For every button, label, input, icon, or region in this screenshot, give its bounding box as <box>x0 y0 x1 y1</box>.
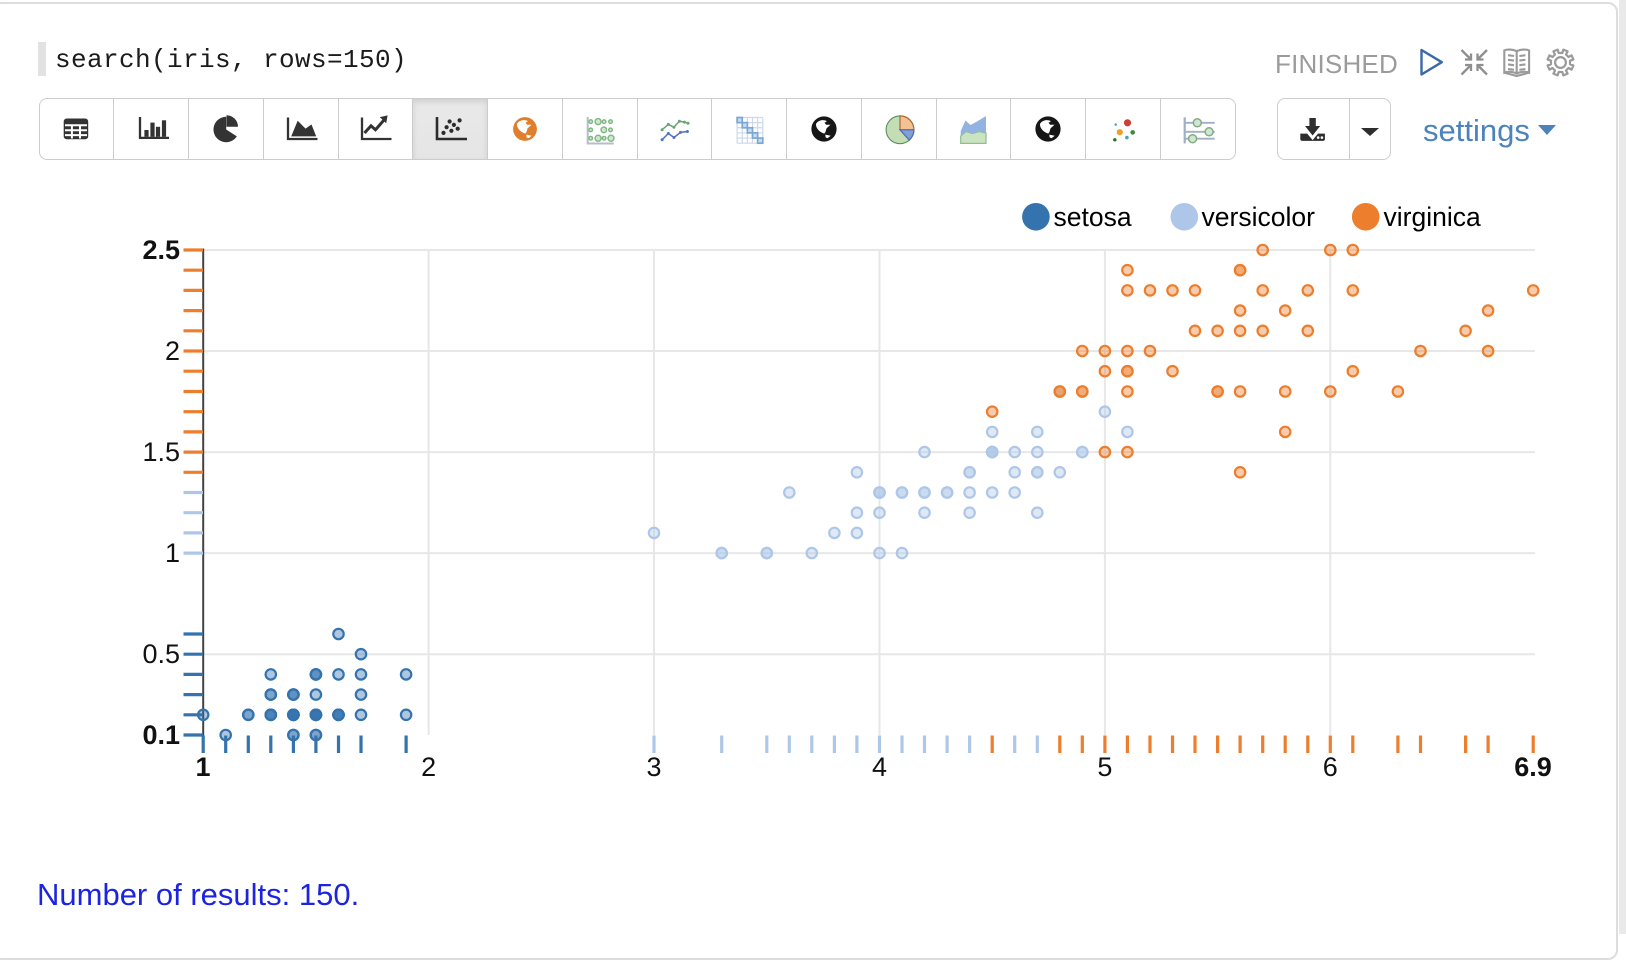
svg-text:2.5: 2.5 <box>142 235 180 265</box>
svg-text:3: 3 <box>646 752 661 782</box>
svg-text:virginica: virginica <box>1384 202 1481 232</box>
svg-text:2: 2 <box>165 336 180 366</box>
svg-text:6.9: 6.9 <box>1514 752 1552 782</box>
svg-text:2: 2 <box>421 752 436 782</box>
svg-text:1: 1 <box>195 752 210 782</box>
svg-text:setosa: setosa <box>1054 202 1132 232</box>
svg-text:0.5: 0.5 <box>142 639 180 669</box>
svg-text:4: 4 <box>872 752 887 782</box>
svg-text:1: 1 <box>165 538 180 568</box>
svg-text:versicolor: versicolor <box>1202 202 1316 232</box>
svg-text:0.1: 0.1 <box>142 720 180 750</box>
svg-text:1.5: 1.5 <box>142 437 180 467</box>
svg-text:6: 6 <box>1323 752 1338 782</box>
svg-text:5: 5 <box>1097 752 1112 782</box>
